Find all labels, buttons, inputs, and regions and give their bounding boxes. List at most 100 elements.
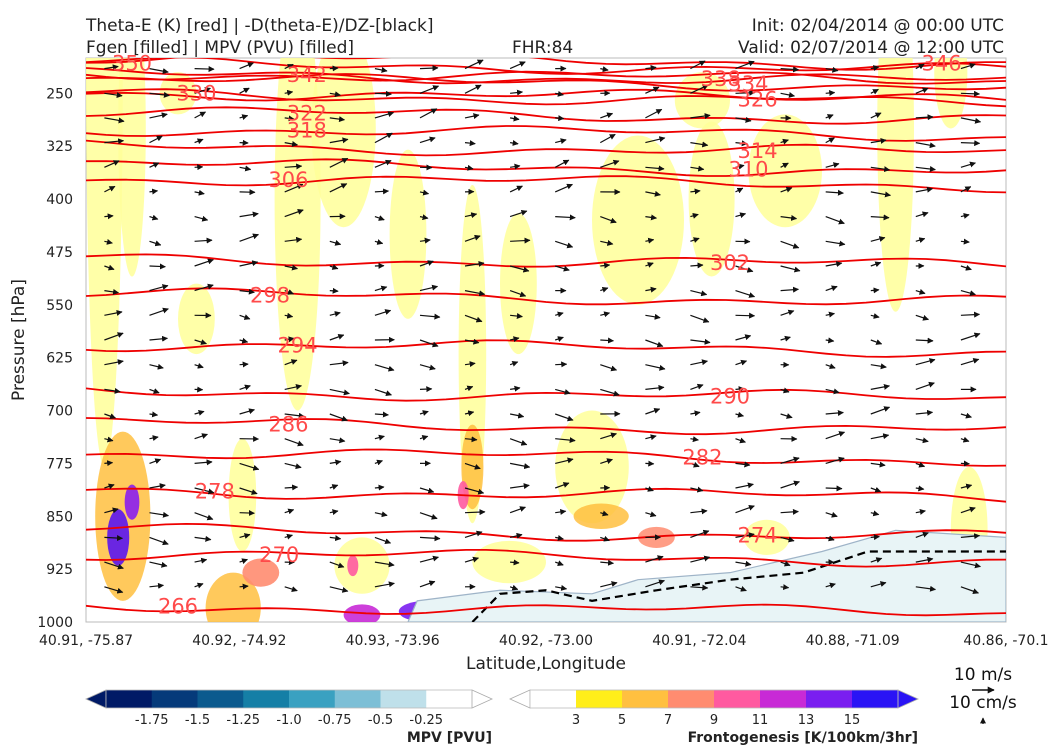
wind-vector [104,332,124,341]
wind-vector [194,487,215,495]
fgen-area [674,72,731,129]
wind-vector [464,164,474,171]
theta-e-label: 266 [158,594,198,618]
wind-vector [419,65,439,72]
wind-vector [645,313,661,320]
wind-vector [735,312,756,319]
fhr-label: FHR:84 [512,38,573,58]
wind-vector [555,508,567,515]
wind-vector [149,411,159,418]
wind-vector [555,138,567,145]
wind-vector [329,240,342,246]
colorbar-tick: 7 [664,713,672,728]
wind-vector [149,240,162,247]
wind-vector [194,237,213,244]
wind-vector [284,183,304,193]
wind-vector [194,189,205,196]
wind-vector [464,59,484,70]
fgen-area [592,135,684,305]
wind-vector [915,237,926,244]
wind-vector [374,581,395,588]
theta-e-contour [86,88,1006,108]
wind-vector [825,114,834,120]
wind-vector [419,237,431,244]
wind-vector [554,482,570,489]
wind-vector [464,436,478,443]
colorbar-swatch [576,690,623,708]
x-tick-label: 40.93, -73.96 [346,633,440,649]
wind-vector [194,512,214,521]
fgen-area [748,114,822,228]
y-axis-ticks: 250 325 400 475 550 625 700 775 850 925 1000 [37,86,73,631]
wind-vector [960,436,970,443]
frontogenesis-fill [86,58,988,622]
wind-vector [509,61,526,70]
wind-vector [645,237,655,244]
theta-e-contour [86,73,1006,92]
theta-e-contour [86,58,1006,71]
wind-vector [284,484,299,491]
wind-vector [104,535,123,542]
wind-vector [915,485,925,492]
wind-vector [464,410,475,417]
wind-vector [825,189,844,196]
colorbar-frame [105,689,473,709]
wind-vector [870,461,886,468]
wind-vector [149,284,169,292]
wind-vector [239,384,251,391]
wind-vector [104,213,114,220]
wind-vector [690,359,708,366]
wind-vector [690,84,709,94]
wind-vector [960,332,981,341]
wind-vector [645,165,665,172]
fgen-area [86,58,123,467]
wind-vector [510,559,520,566]
wind-vector [419,535,441,542]
x-axis-label: Latitude,Longitude [466,654,626,674]
wind-vector [825,337,835,344]
theta-e-contour [86,522,1006,542]
wind-vector [239,510,255,517]
wind-vector [194,215,209,222]
title-line-2: Fgen [filled] | MPV (PVU) [filled] [86,38,354,58]
wind-vector [149,363,164,370]
x-axis-ticks: 40.91, -75.87 40.92, -74.92 40.93, -73.96 4… [39,633,1049,649]
colorbar-extend-low [509,689,531,709]
y-tick-label: 1000 [37,615,73,631]
wind-vector [735,265,754,273]
wind-vector [509,360,519,367]
wind-vector [464,140,476,147]
wind-vector [464,84,482,94]
wind-vector [329,183,348,193]
wind-vector [690,113,711,119]
wind-vector [239,533,251,539]
wind-vector [194,535,212,542]
wind-vector [284,312,294,319]
wind-vector [239,462,260,471]
colorbar-tick: 3 [572,713,580,728]
wind-vector [915,165,936,172]
wind-vector [645,579,665,588]
theta-e-contour [86,549,1006,568]
wind-vector [825,261,843,268]
wind-vector [870,88,879,95]
wind-vector [329,157,349,168]
wind-vector [645,286,657,293]
colorbar-tick: -1.5 [185,713,210,728]
wind-vector [329,413,348,422]
wind-vector [645,555,664,563]
wind-vector [239,288,255,295]
wind-vector [149,435,159,441]
x-tick-label: 40.92, -73.00 [499,633,593,649]
wind-vector [149,536,169,546]
wind-vector [870,406,891,415]
wind-vector [960,186,972,193]
wind-vector [960,140,981,147]
wind-vector [419,580,436,588]
wind-vector [509,532,523,539]
wind-vector [419,555,439,563]
wind-vector [194,138,204,145]
y-tick-label: 850 [46,509,73,525]
wind-vector [870,166,891,173]
wind-vector [870,581,887,588]
